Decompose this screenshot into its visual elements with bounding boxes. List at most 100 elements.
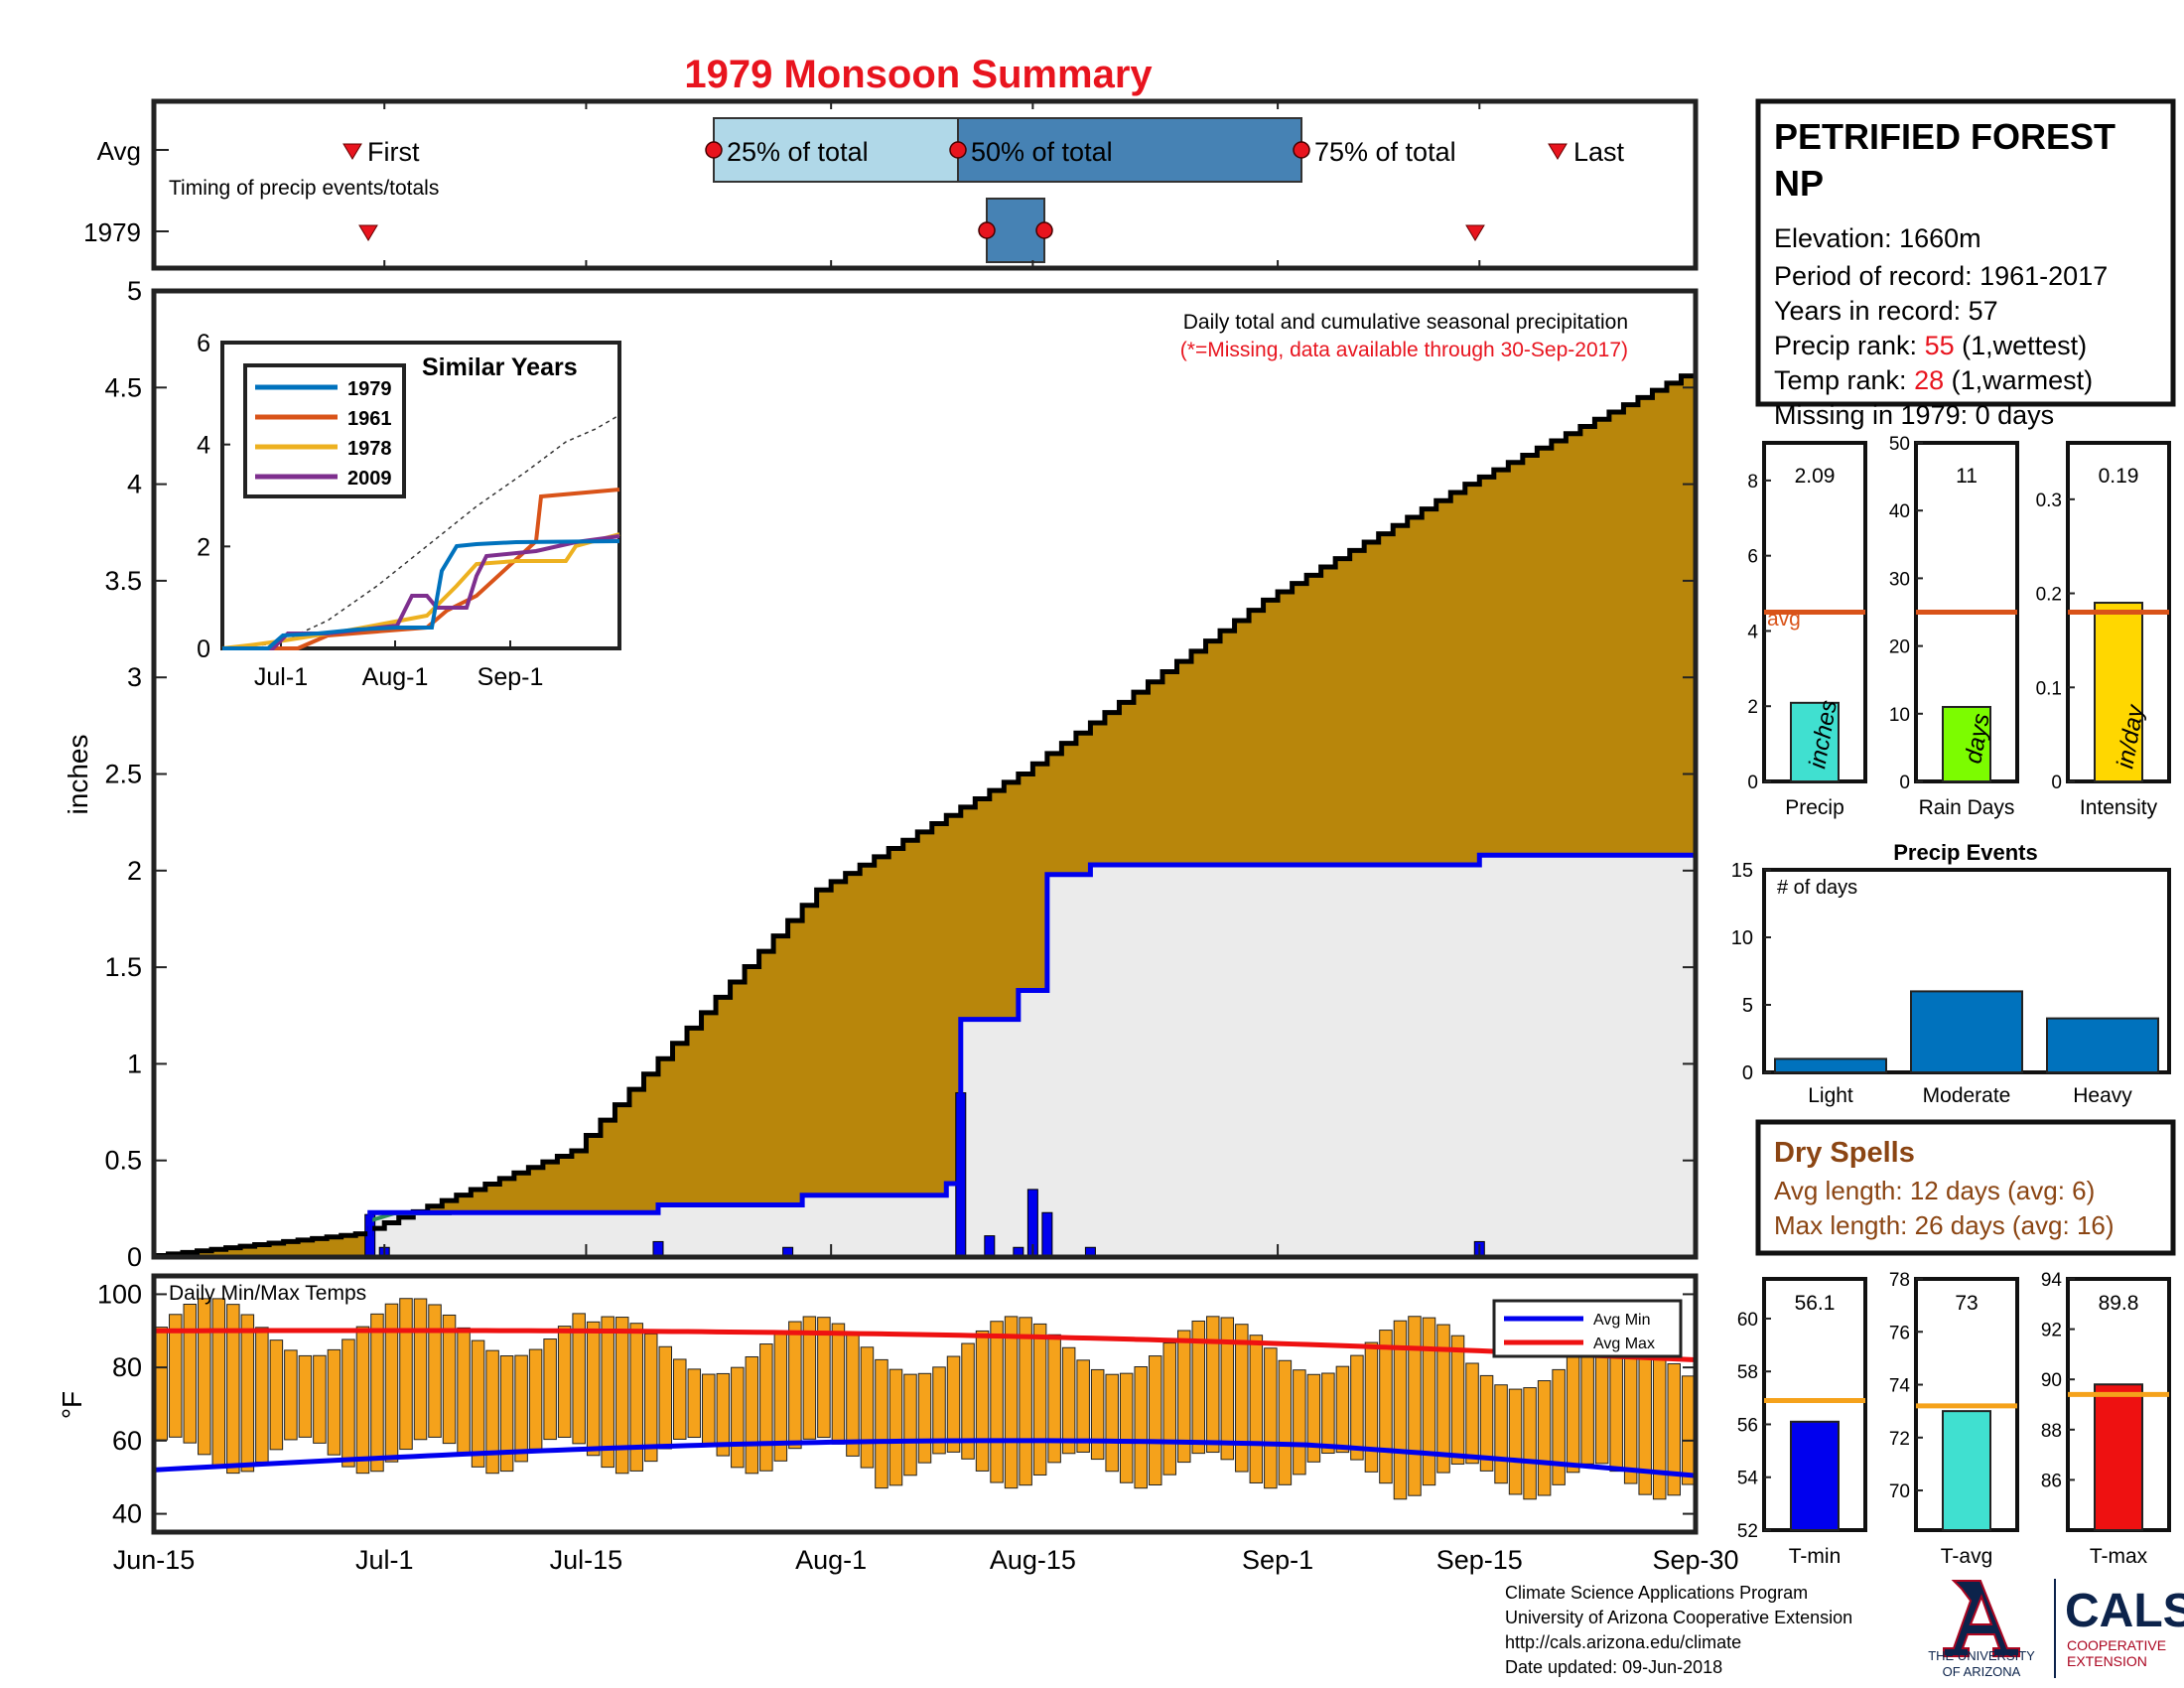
dry-spells-box: Dry Spells Avg length: 12 days (avg: 6) … (1755, 1119, 2176, 1256)
event-bar (1910, 990, 2023, 1074)
inset-xtick-label: Jul-1 (254, 663, 308, 691)
daily-temp-bar (1379, 1330, 1393, 1484)
main-xtick-label: Sep-15 (1436, 1545, 1523, 1575)
inset-ytick-label: 2 (197, 533, 210, 561)
precip-avg-label: avg (1767, 608, 1801, 631)
dry-spells-avg: Avg length: 12 days (avg: 6) (1774, 1176, 2095, 1205)
daily-temp-bar (1105, 1373, 1119, 1473)
daily-temp-bar (1293, 1369, 1306, 1476)
daily-temp-bar (629, 1323, 643, 1472)
small-ytick-label: 0.1 (2036, 678, 2062, 699)
university-of-arizona-logo: THE UNIVERSITY OF ARIZONA CALS COOPERATI… (1928, 1579, 2184, 1679)
last-label: Last (1573, 137, 1625, 167)
daily-temp-bar (399, 1298, 413, 1451)
daily-temp-bar (586, 1321, 601, 1457)
events-ytick-label: 15 (1731, 860, 1753, 882)
daily-temp-bar (1176, 1330, 1191, 1464)
daily-temp-bar (1393, 1320, 1408, 1500)
avg-min-line (153, 1438, 1697, 1478)
daily-temp-bar (860, 1346, 875, 1469)
small-ytick-label: 8 (1747, 472, 1758, 492)
daily-temp-bar (269, 1339, 284, 1451)
precip-rank: Precip rank: 55 (1,wettest) (1774, 331, 2087, 360)
daily-temp-bar (240, 1314, 255, 1473)
footer-line3: http://cals.arizona.edu/climate (1505, 1632, 1741, 1652)
intensity-label: Intensity (2080, 796, 2158, 819)
small-ytick-label: 0.2 (2036, 585, 2062, 606)
first-1979-marker (358, 224, 378, 241)
daily-temp-bar (428, 1304, 442, 1438)
daily-temp-bar (643, 1333, 658, 1463)
daily-temp-bar (917, 1372, 932, 1464)
precip-value: 2.09 (1795, 465, 1836, 488)
daily-temp-bar (745, 1355, 759, 1475)
inset-ytick-label: 6 (197, 330, 210, 357)
missing-days: Missing in 1979: 0 days (1774, 400, 2054, 430)
station-period: Period of record: 1961-2017 (1774, 261, 2108, 291)
daily-temp-bar (255, 1327, 269, 1463)
inset-legend: 1979 1961 1978 2009 (243, 363, 406, 498)
similar-years-inset: 0 2 4 6 Jul-1 Aug-1 Sep-1 Similar Years 1979 1… (197, 330, 621, 691)
main-xtick-label: Aug-1 (795, 1545, 867, 1575)
daily-temp-bar (1422, 1317, 1436, 1486)
small-value-bar (2094, 602, 2143, 782)
main-ytick-label: 1.5 (104, 952, 142, 982)
dry-spells-max: Max length: 26 days (avg: 16) (1774, 1210, 2115, 1240)
daily-temp-bar (499, 1355, 514, 1473)
intensity-value: 0.19 (2099, 465, 2139, 488)
daily-temp-bar (1191, 1320, 1206, 1455)
daily-temp-bar (1652, 1349, 1667, 1500)
daily-temp-bar (471, 1339, 485, 1468)
small-ytick-label: 20 (1889, 637, 1910, 658)
small-ytick-label: 0.3 (2036, 491, 2062, 511)
temp-ytick-label: 56 (1737, 1415, 1758, 1436)
daily-temp-bar (226, 1304, 240, 1475)
main-xtick-label: Jul-15 (550, 1545, 623, 1575)
legend-avg-min: Avg Min (1593, 1312, 1651, 1329)
temp-ytick-label: 52 (1737, 1521, 1758, 1542)
daily-temp-bar (1004, 1316, 1019, 1489)
main-note2: (*=Missing, data available through 30-Se… (1180, 339, 1628, 361)
footer-line2: University of Arizona Cooperative Extens… (1505, 1608, 1852, 1627)
daily-temp-bar (1019, 1317, 1032, 1486)
inset-ytick-label: 0 (197, 635, 210, 663)
legend-avg-max: Avg Max (1593, 1336, 1655, 1352)
page-title: 1979 Monsoon Summary (684, 53, 1153, 96)
daily-temp-bar (716, 1372, 731, 1457)
observed-cumulative-area (154, 855, 1696, 1257)
temp-ytick-label: 54 (1737, 1469, 1759, 1489)
events-ylabel: # of days (1777, 877, 1857, 899)
small-ytick-label: 0 (1747, 773, 1758, 793)
ua-text1: THE UNIVERSITY (1928, 1648, 2035, 1663)
daily-temp-bar (298, 1354, 313, 1438)
temps-legend: Avg Min Avg Max (1492, 1299, 1683, 1358)
p50-avg-dot (949, 141, 967, 159)
station-info-box: PETRIFIED FOREST NP Elevation: 1660m Per… (1755, 98, 2176, 430)
event-bar (1774, 1057, 1887, 1074)
inset-xtick-label: Aug-1 (362, 663, 429, 691)
daily-temp-bar (557, 1326, 572, 1438)
footer-line4: Date updated: 09-Jun-2018 (1505, 1657, 1722, 1677)
daily-temp-bar (846, 1334, 860, 1457)
p75-1979-dot (1035, 221, 1053, 239)
daily-temp-bar (614, 1317, 629, 1475)
p25-label: 25% of total (727, 137, 869, 167)
main-ytick-label: 0 (127, 1242, 142, 1272)
daily-temp-bar (154, 1327, 169, 1441)
daily-temp-bar (1264, 1347, 1278, 1489)
daily-temp-bar (442, 1314, 457, 1445)
temp-ytick-label: 88 (2041, 1421, 2062, 1442)
daily-temp-bar (1220, 1317, 1235, 1461)
daily-temp-bar (1032, 1323, 1047, 1476)
inset-legend-1978: 1978 (347, 438, 392, 460)
inset-line-1978 (221, 532, 620, 650)
daily-temp-bar (1364, 1341, 1379, 1473)
timing-25-50-box (713, 117, 959, 183)
daily-temp-bar (1552, 1368, 1566, 1485)
daily-temp-bar (1681, 1375, 1696, 1485)
daily-temp-bar (1249, 1335, 1264, 1483)
inset-ytick-label: 4 (197, 432, 210, 460)
small-value-bar (1942, 705, 1991, 782)
small-ytick-label: 4 (1747, 622, 1758, 642)
